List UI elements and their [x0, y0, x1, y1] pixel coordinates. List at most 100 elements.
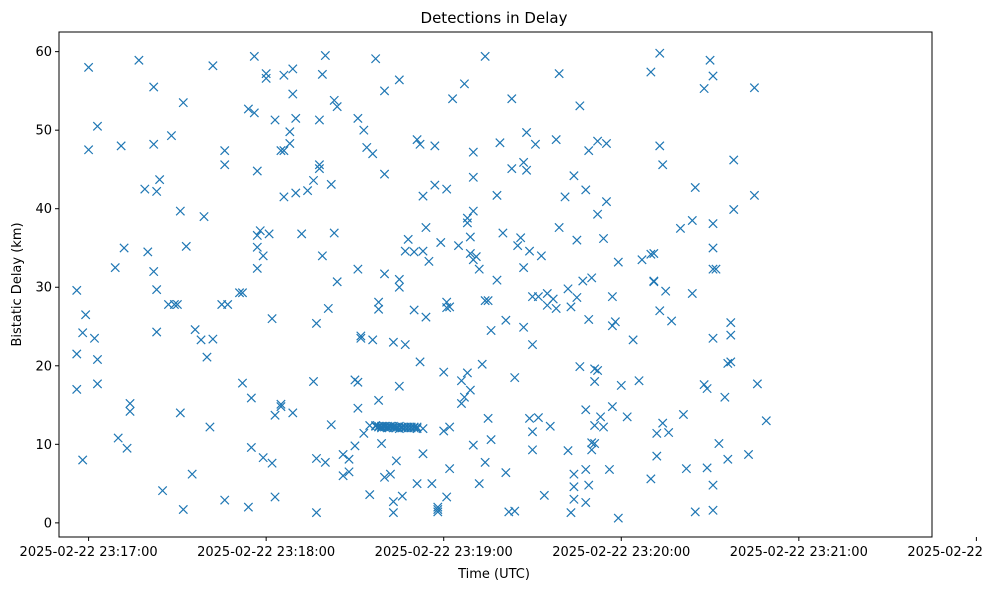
x-tick-label: 2025-02-22 23:20:00	[552, 545, 690, 560]
data-point	[125, 398, 135, 409]
data-point	[471, 251, 481, 262]
data-point	[572, 292, 582, 303]
data-point	[125, 406, 135, 416]
data-point	[465, 232, 475, 242]
data-point	[533, 292, 544, 302]
data-point	[678, 409, 689, 420]
x-tick-label: 2025-02-22 23:19:00	[375, 545, 513, 560]
data-point	[397, 491, 407, 501]
data-point	[465, 248, 475, 259]
data-point	[729, 204, 739, 215]
data-point	[409, 247, 419, 257]
data-point	[563, 445, 573, 456]
data-point	[220, 160, 230, 170]
data-point	[563, 284, 573, 294]
data-point	[379, 269, 390, 279]
data-point	[524, 246, 535, 256]
data-point	[365, 489, 375, 500]
data-point	[89, 333, 100, 343]
data-point	[181, 241, 191, 252]
data-point	[590, 376, 600, 387]
data-point	[536, 251, 546, 261]
data-point	[279, 145, 289, 156]
data-point	[436, 237, 446, 248]
data-point	[598, 422, 609, 432]
data-point	[584, 314, 594, 325]
data-point	[246, 442, 256, 453]
data-point	[598, 233, 609, 244]
data-point	[592, 209, 603, 219]
data-point	[261, 69, 271, 79]
data-point	[373, 395, 384, 405]
data-point	[584, 480, 594, 490]
data-point	[267, 458, 277, 468]
data-point	[708, 480, 718, 490]
data-point	[510, 372, 520, 383]
data-point	[270, 410, 280, 420]
data-point	[116, 141, 126, 151]
data-point	[560, 192, 570, 202]
data-point	[501, 315, 511, 325]
y-tick-label: 60	[35, 45, 52, 60]
data-point	[92, 379, 103, 389]
data-point	[320, 50, 330, 61]
data-markers	[72, 48, 771, 523]
y-tick-label: 40	[35, 202, 52, 217]
data-point	[359, 428, 369, 438]
data-point	[418, 191, 428, 201]
data-point	[524, 413, 535, 424]
data-point	[353, 113, 363, 124]
data-point	[729, 155, 739, 165]
data-point	[237, 288, 248, 298]
data-point	[388, 337, 399, 347]
data-point	[581, 185, 591, 195]
data-point	[255, 226, 265, 236]
data-point	[690, 182, 700, 193]
data-point	[462, 213, 473, 223]
data-point	[480, 457, 490, 468]
data-point	[302, 186, 313, 196]
data-point	[462, 218, 473, 228]
data-point	[699, 380, 709, 390]
data-point	[486, 325, 496, 336]
data-point	[134, 55, 144, 65]
data-point	[622, 412, 632, 422]
data-point	[554, 222, 564, 233]
data-point	[258, 453, 268, 463]
data-point	[376, 438, 387, 449]
data-point	[652, 428, 662, 438]
data-point	[439, 426, 449, 436]
data-point	[421, 222, 431, 233]
data-point	[359, 125, 369, 135]
data-point	[285, 138, 295, 149]
data-point	[551, 303, 561, 314]
y-tick-label: 10	[35, 438, 52, 453]
data-point	[409, 305, 419, 315]
data-point	[708, 219, 718, 229]
data-point	[196, 335, 206, 345]
data-point	[761, 416, 771, 426]
data-point	[311, 318, 322, 329]
data-point	[445, 422, 455, 432]
data-point	[655, 48, 665, 58]
data-point	[143, 247, 153, 257]
data-point	[267, 314, 277, 324]
data-point	[113, 433, 123, 443]
y-tick-label: 30	[35, 281, 52, 296]
data-point	[708, 505, 718, 515]
data-point	[590, 438, 600, 449]
data-point	[498, 228, 508, 238]
data-point	[601, 138, 612, 149]
data-point	[430, 141, 440, 151]
data-point	[208, 61, 218, 71]
data-point	[474, 478, 484, 489]
data-point	[492, 190, 502, 200]
data-point	[433, 502, 443, 512]
x-axis-label: Time (UTC)	[457, 567, 530, 582]
data-point	[252, 166, 262, 176]
data-point	[595, 412, 606, 422]
data-point	[587, 273, 597, 283]
data-point	[687, 215, 697, 226]
data-point	[628, 335, 638, 345]
data-point	[604, 464, 615, 475]
